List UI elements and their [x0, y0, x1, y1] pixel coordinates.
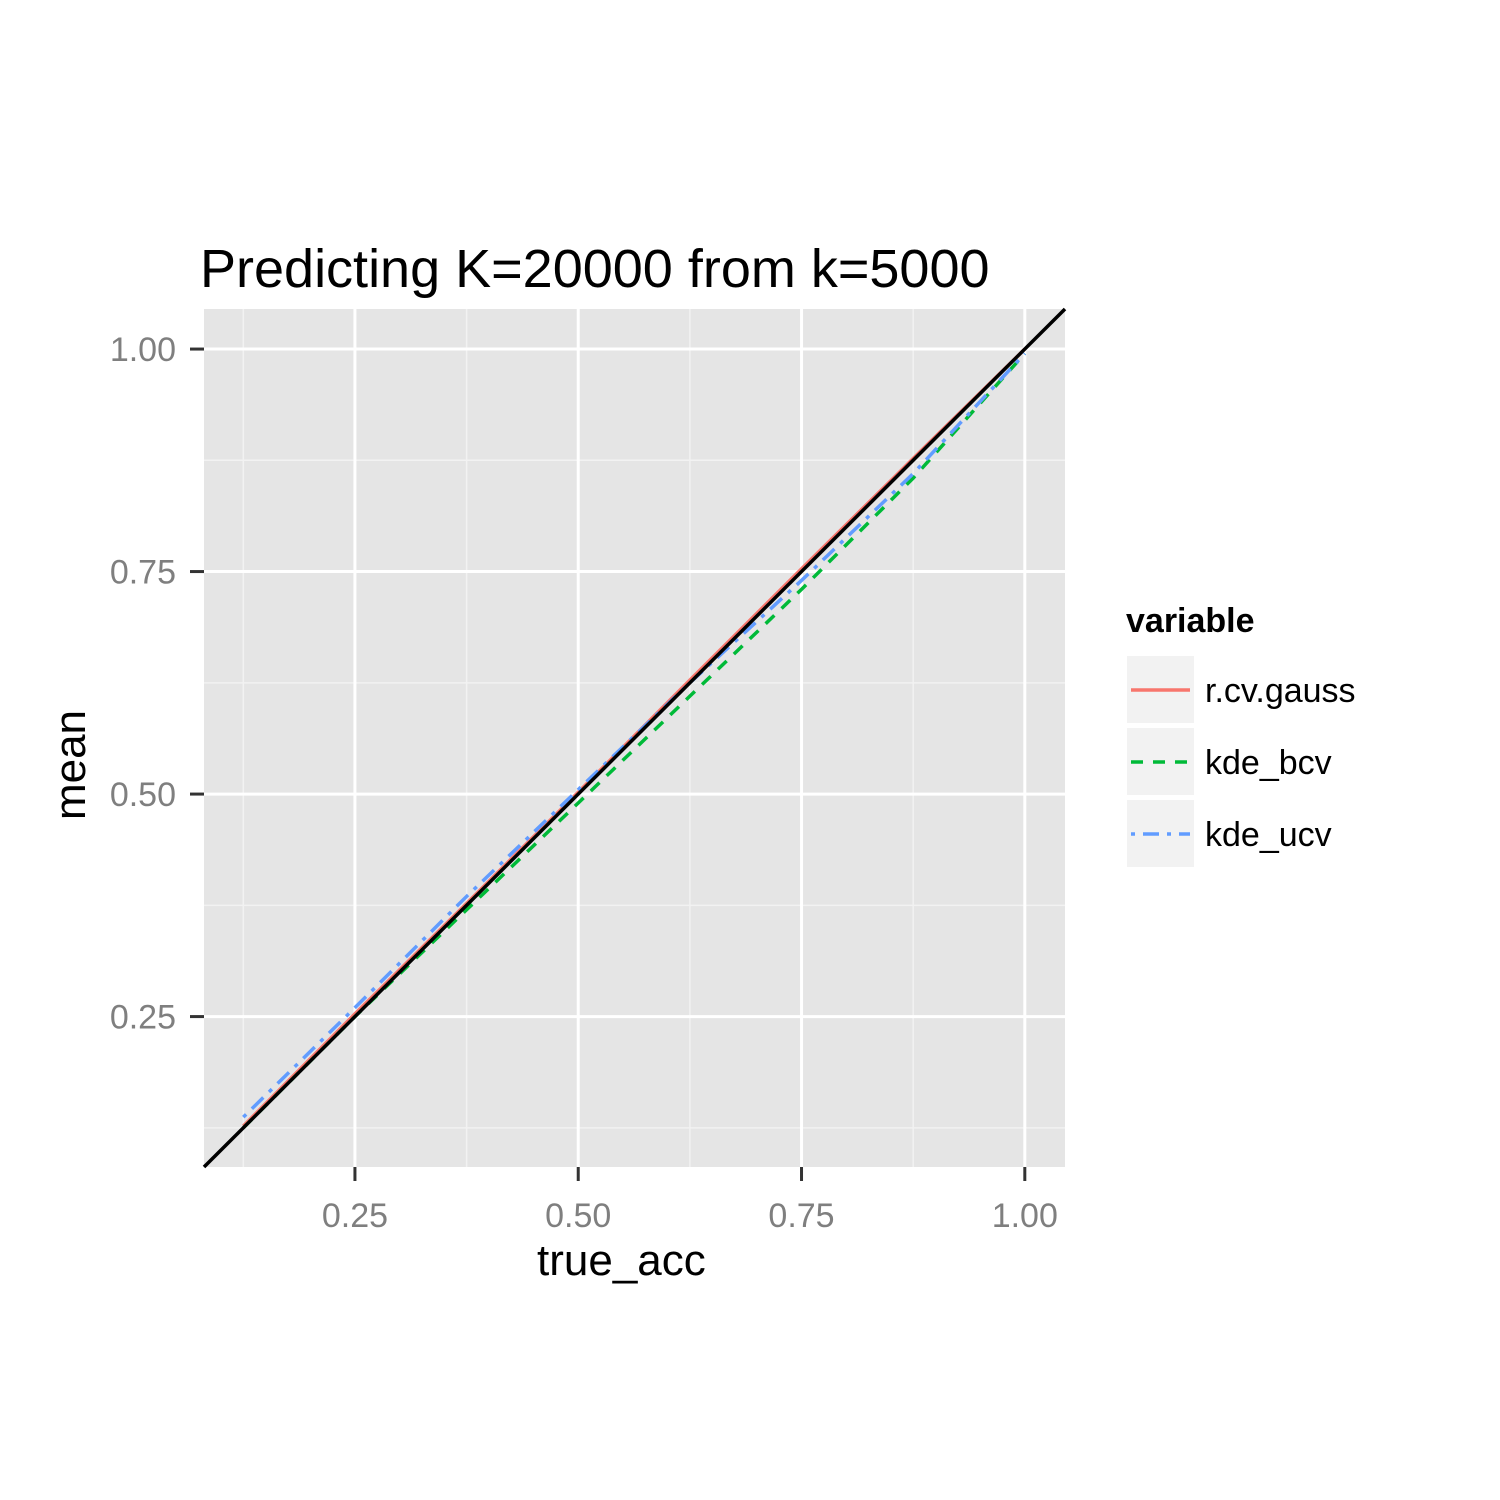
- series-line-kde-ucv: [242, 352, 1027, 1119]
- x-axis-label: true_acc: [537, 1236, 706, 1285]
- reference-line: [202, 307, 1067, 1169]
- minor-gridlines: [204, 309, 1065, 1167]
- legend-title: variable: [1126, 602, 1255, 640]
- y-tick-label: 0.75: [110, 554, 176, 592]
- major-gridlines: [204, 309, 1065, 1167]
- x-tick-label: 0.50: [545, 1197, 611, 1235]
- y-tick-label: 1.00: [110, 331, 176, 369]
- chart-title: Predicting K=20000 from k=5000: [200, 239, 990, 299]
- legend-label-r-cv-gauss: r.cv.gauss: [1205, 672, 1356, 710]
- x-tick-label: 0.25: [322, 1197, 388, 1235]
- y-tick-label: 0.50: [110, 776, 176, 814]
- x-tick-label: 1.00: [992, 1197, 1058, 1235]
- y-tick-label: 0.25: [110, 999, 176, 1037]
- x-tick-label: 0.75: [768, 1197, 834, 1235]
- x-axis: 0.25 0.50 0.75 1.00: [322, 1167, 1058, 1235]
- legend-label-kde-ucv: kde_ucv: [1205, 816, 1332, 854]
- y-axis: 0.25 0.50 0.75 1.00: [110, 331, 204, 1037]
- identity-line: [202, 307, 1067, 1169]
- legend-label-kde-bcv: kde_bcv: [1205, 744, 1332, 782]
- legend-keys: [1127, 656, 1194, 867]
- y-axis-label: mean: [46, 709, 95, 821]
